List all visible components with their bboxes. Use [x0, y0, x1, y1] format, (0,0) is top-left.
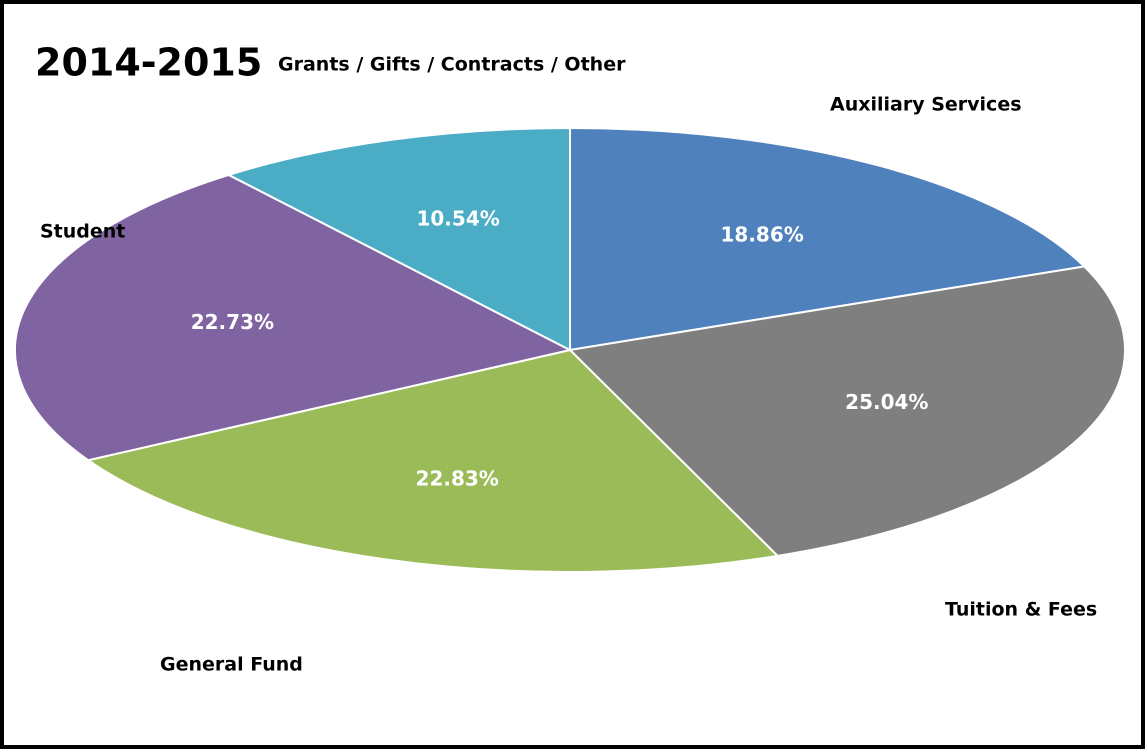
value-label: 10.54%	[416, 206, 499, 230]
category-label: Auxiliary Services	[830, 94, 1022, 116]
value-label: 18.86%	[721, 222, 804, 246]
value-label: 22.73%	[191, 310, 274, 334]
pie-slice	[226, 126, 571, 352]
pie-slice	[85, 348, 780, 573]
chart-title: 2014-2015	[35, 41, 262, 85]
category-label: Grants / Gifts / Contracts / Other	[278, 54, 626, 76]
value-label: 25.04%	[845, 390, 928, 414]
pie-slice	[569, 126, 1087, 352]
category-label: Tuition & Fees	[945, 599, 1097, 621]
pie-slice	[14, 173, 573, 462]
value-label: 22.83%	[416, 467, 499, 491]
category-label: Student	[40, 221, 125, 243]
pie-slice	[567, 265, 1126, 557]
category-label: General Fund	[160, 654, 303, 676]
